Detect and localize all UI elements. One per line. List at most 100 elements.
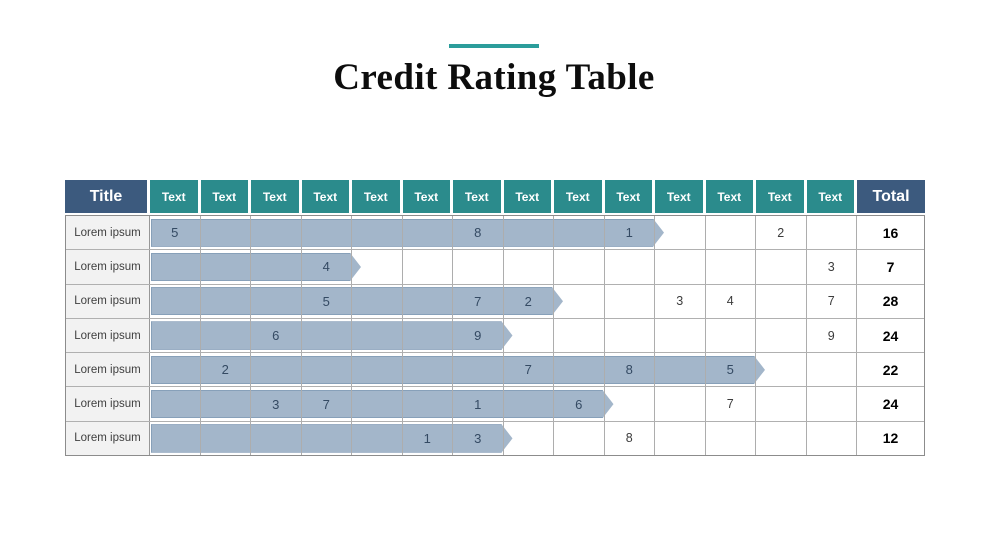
- value-cell: 7: [706, 387, 756, 421]
- value-cell: [504, 318, 554, 353]
- table-header-row: Title Text Text Text Text Text Text Text Text Tex…: [65, 180, 925, 213]
- value-cell: 2: [504, 284, 554, 318]
- table-row: Lorem ipsum 2 7 8 5 22: [66, 353, 924, 388]
- value-cell: 6: [251, 318, 302, 353]
- value-cell: [251, 284, 302, 318]
- value-cell: [150, 421, 201, 456]
- row-label: Lorem ipsum: [66, 284, 150, 318]
- value-cell: [807, 216, 857, 250]
- page-title: Credit Rating Table: [333, 57, 655, 98]
- value-cell: [453, 250, 504, 284]
- total-cell: 12: [882, 430, 899, 447]
- value-cell: [756, 318, 807, 353]
- value-cell: 8: [605, 421, 655, 456]
- value-cell: [605, 250, 655, 284]
- value-cell: [554, 353, 605, 387]
- row-label: Lorem ipsum: [66, 353, 150, 387]
- value-cell: [554, 250, 605, 284]
- total-cell: 22: [882, 361, 899, 378]
- rating-bar: [151, 356, 765, 384]
- value-cell: [302, 421, 352, 456]
- value-cell: 6: [554, 387, 605, 421]
- value-cell: 3: [807, 250, 857, 284]
- value-cell: 4: [706, 284, 756, 318]
- header-text-cell: Text: [604, 180, 655, 213]
- value-cell: 2: [756, 216, 807, 250]
- value-cell: [150, 387, 201, 421]
- value-cell: [201, 284, 251, 318]
- value-cell: [504, 250, 554, 284]
- value-cell: [453, 353, 504, 387]
- value-cell: [403, 250, 453, 284]
- rating-bar: [151, 287, 563, 315]
- value-cell: [807, 353, 857, 387]
- header-text-cell: Text: [352, 180, 403, 213]
- value-cell: [352, 353, 403, 387]
- value-cell: [554, 216, 605, 250]
- value-cell: [504, 216, 554, 250]
- header-text-cell: Text: [756, 180, 807, 213]
- value-cell: 3: [453, 421, 504, 456]
- value-cell: [150, 284, 201, 318]
- value-cell: [251, 216, 302, 250]
- value-cell: [756, 421, 807, 456]
- value-cell: [201, 387, 251, 421]
- value-cell: [554, 421, 605, 456]
- value-cell: [807, 421, 857, 456]
- table-row: Lorem ipsum 4 3 7: [66, 250, 924, 285]
- value-cell: 1: [403, 421, 453, 456]
- value-cell: [756, 387, 807, 421]
- table-body: Lorem ipsum 5 8 1 2 16 Lorem ipsum 4 3 7 Lorem ips…: [65, 215, 925, 457]
- row-label: Lorem ipsum: [66, 250, 150, 284]
- total-cell: 24: [882, 396, 899, 413]
- table-row: Lorem ipsum 5 8 1 2 16: [66, 216, 924, 251]
- value-cell: [605, 318, 655, 353]
- value-cell: 9: [453, 318, 504, 353]
- value-cell: 7: [453, 284, 504, 318]
- value-cell: [706, 318, 756, 353]
- title-accent-line: [449, 44, 539, 48]
- value-cell: [403, 284, 453, 318]
- value-cell: [302, 318, 352, 353]
- value-cell: [150, 318, 201, 353]
- value-cell: 5: [706, 353, 756, 387]
- row-label: Lorem ipsum: [66, 421, 150, 456]
- value-cell: [150, 250, 201, 284]
- value-cell: 2: [201, 353, 251, 387]
- value-cell: [605, 284, 655, 318]
- total-cell: 24: [882, 327, 899, 344]
- value-cell: 8: [605, 353, 655, 387]
- row-label: Lorem ipsum: [66, 387, 150, 421]
- table-row: Lorem ipsum 1 3 8 12: [66, 421, 924, 456]
- value-cell: [504, 387, 554, 421]
- value-cell: [251, 250, 302, 284]
- value-cell: [655, 250, 706, 284]
- value-cell: [352, 284, 403, 318]
- value-cell: [352, 216, 403, 250]
- total-cell: 28: [882, 293, 899, 310]
- value-cell: [201, 421, 251, 456]
- rating-bar: [151, 253, 361, 281]
- header-text-cell: Text: [402, 180, 453, 213]
- value-cell: 8: [453, 216, 504, 250]
- value-cell: 7: [302, 387, 352, 421]
- value-cell: 9: [807, 318, 857, 353]
- value-cell: [251, 353, 302, 387]
- value-cell: 3: [251, 387, 302, 421]
- header-text-cell: Text: [554, 180, 605, 213]
- value-cell: [403, 318, 453, 353]
- header-text-cell: Text: [705, 180, 756, 213]
- value-cell: [756, 353, 807, 387]
- row-label: Lorem ipsum: [66, 318, 150, 353]
- value-cell: [655, 216, 706, 250]
- value-cell: [150, 353, 201, 387]
- total-cell: 7: [886, 258, 895, 275]
- value-cell: 7: [504, 353, 554, 387]
- value-cell: [201, 250, 251, 284]
- value-cell: [554, 318, 605, 353]
- value-cell: 7: [807, 284, 857, 318]
- value-cell: 5: [150, 216, 201, 250]
- header-text-cell: Text: [453, 180, 504, 213]
- value-cell: [706, 216, 756, 250]
- header-text-cell: Text: [503, 180, 554, 213]
